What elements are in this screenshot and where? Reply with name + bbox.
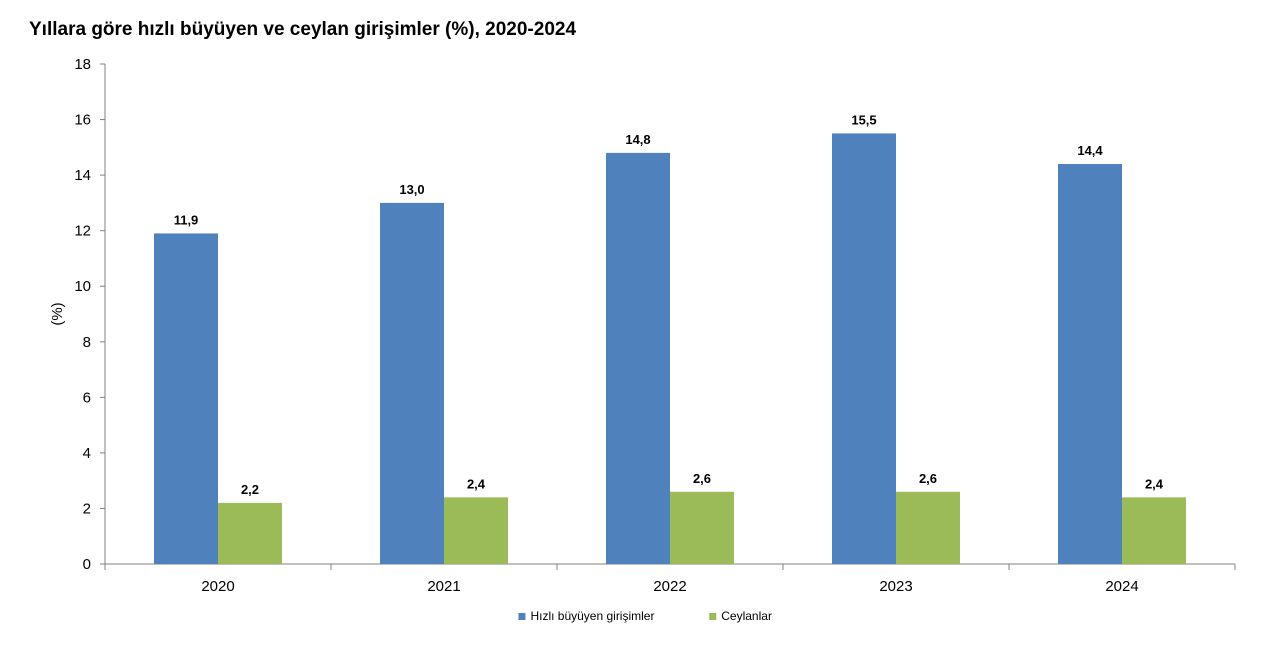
legend-label: Hızlı büyüyen girişimler xyxy=(530,609,654,623)
y-tick-label: 8 xyxy=(83,334,91,351)
chart-title: Yıllara göre hızlı büyüyen ve ceylan gir… xyxy=(29,19,577,40)
x-tick-label: 2023 xyxy=(879,578,912,595)
y-tick-label: 18 xyxy=(74,56,91,73)
bar-hizli xyxy=(832,133,896,564)
data-label: 2,2 xyxy=(241,482,259,497)
data-label: 11,9 xyxy=(174,212,199,227)
bar-ceylan xyxy=(1122,497,1186,564)
y-tick-label: 0 xyxy=(83,556,91,573)
data-label: 2,6 xyxy=(919,471,937,486)
bar-ceylan xyxy=(444,497,508,564)
legend-label: Ceylanlar xyxy=(721,609,772,623)
y-tick-label: 2 xyxy=(83,500,91,517)
y-tick-label: 16 xyxy=(74,112,91,129)
x-tick-label: 2020 xyxy=(201,578,234,595)
data-label: 2,4 xyxy=(1145,476,1164,491)
bar-ceylan xyxy=(218,502,282,564)
legend-swatch xyxy=(709,613,717,620)
legend-swatch xyxy=(518,613,526,620)
y-tick-label: 6 xyxy=(83,389,91,406)
bar-hizli xyxy=(1058,164,1122,564)
y-tick-label: 14 xyxy=(74,167,91,184)
bar-ceylan xyxy=(896,491,960,564)
y-tick-label: 4 xyxy=(83,445,91,462)
y-tick-label: 10 xyxy=(74,278,91,295)
bar-hizli xyxy=(380,202,444,564)
y-tick-label: 12 xyxy=(74,223,91,240)
data-label: 14,8 xyxy=(625,132,650,147)
x-tick-label: 2024 xyxy=(1105,578,1138,595)
bar-hizli xyxy=(606,152,670,564)
data-label: 2,6 xyxy=(693,471,711,486)
bar-ceylan xyxy=(670,491,734,564)
x-tick-label: 2022 xyxy=(653,578,686,595)
bar-hizli xyxy=(154,233,218,564)
data-label: 2,4 xyxy=(467,476,486,491)
data-label: 13,0 xyxy=(399,182,424,197)
y-axis-title: (%) xyxy=(49,302,66,325)
data-label: 15,5 xyxy=(851,112,876,127)
data-label: 14,4 xyxy=(1077,143,1103,158)
x-tick-label: 2021 xyxy=(427,578,460,595)
